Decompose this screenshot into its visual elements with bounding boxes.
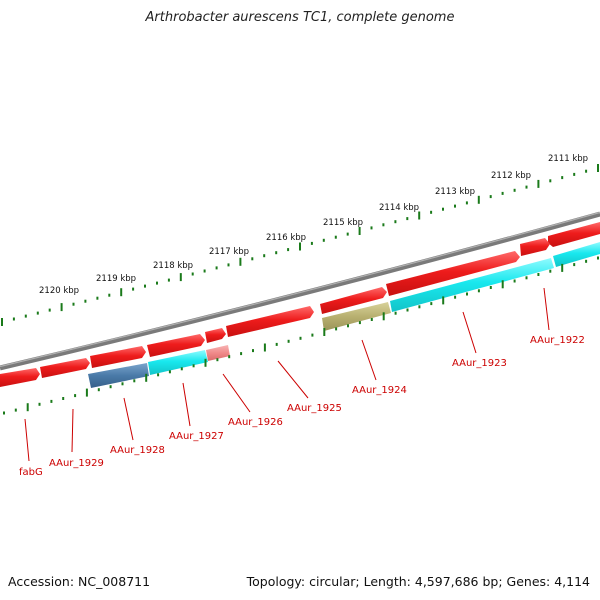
scale-labels: 2111 kbp 2112 kbp 2113 kbp 2114 kbp 2115… [39,154,588,296]
scale-label: 2112 kbp [491,171,531,181]
gene-label: AAur_1929 [49,458,104,469]
scale-label: 2117 kbp [209,247,249,257]
gene-cyan-middle[interactable] [390,258,554,312]
gene-label: AAur_1922 [530,335,585,346]
scale-label: 2120 kbp [39,286,79,296]
gene-fabg[interactable] [0,368,40,387]
gene-label-leaders [24,287,550,462]
scale-label: 2118 kbp [153,261,193,271]
scale-label: 2114 kbp [379,203,419,213]
accession-text: Accession: NC_008711 [8,574,151,589]
inner-scale-ticks [3,256,599,415]
gene-aaur-1928-fwd[interactable] [90,346,146,368]
gene-label: fabG [19,467,43,478]
gene-aaur-1925[interactable] [226,306,314,337]
gene-label: AAur_1923 [452,358,507,369]
gene-label: AAur_1925 [287,403,342,414]
gene-aaur-1927-fwd[interactable] [147,334,205,357]
gene-cyan-right[interactable] [553,242,600,267]
gene-labels: AAur_1922 AAur_1923 AAur_1924 AAur_1925 … [19,335,585,478]
gene-aaur-1923-fwd-b[interactable] [386,251,520,296]
topology-text: Topology: circular; Length: 4,597,686 bp… [246,574,590,589]
forward-genes [0,222,600,387]
gene-blue[interactable] [88,363,149,388]
gene-label: AAur_1928 [110,445,165,456]
gene-aaur-1922[interactable] [548,222,600,247]
genome-backbone-highlight [0,211,600,368]
scale-label: 2113 kbp [435,187,475,197]
gene-aaur-1929[interactable] [40,358,90,378]
scale-label: 2115 kbp [323,218,363,228]
gene-label: AAur_1924 [352,385,407,396]
scale-label: 2111 kbp [548,154,588,164]
gene-aaur-1926-fwd[interactable] [205,328,226,343]
gene-cyan-left[interactable] [148,350,208,375]
scale-label: 2116 kbp [266,233,306,243]
scale-label: 2119 kbp [96,274,136,284]
gene-label: AAur_1926 [228,417,283,428]
gene-olive[interactable] [322,302,391,331]
genome-backbone [0,211,600,371]
genome-title: Arthrobacter aurescens TC1, complete gen… [145,10,455,25]
gene-pink[interactable] [206,345,230,361]
outer-scale-ticks [1,164,599,326]
gene-aaur-1924-fwd[interactable] [320,287,387,314]
gene-label: AAur_1927 [169,431,224,442]
gene-aaur-1923-fwd[interactable] [520,238,550,256]
reverse-genes [88,242,600,388]
